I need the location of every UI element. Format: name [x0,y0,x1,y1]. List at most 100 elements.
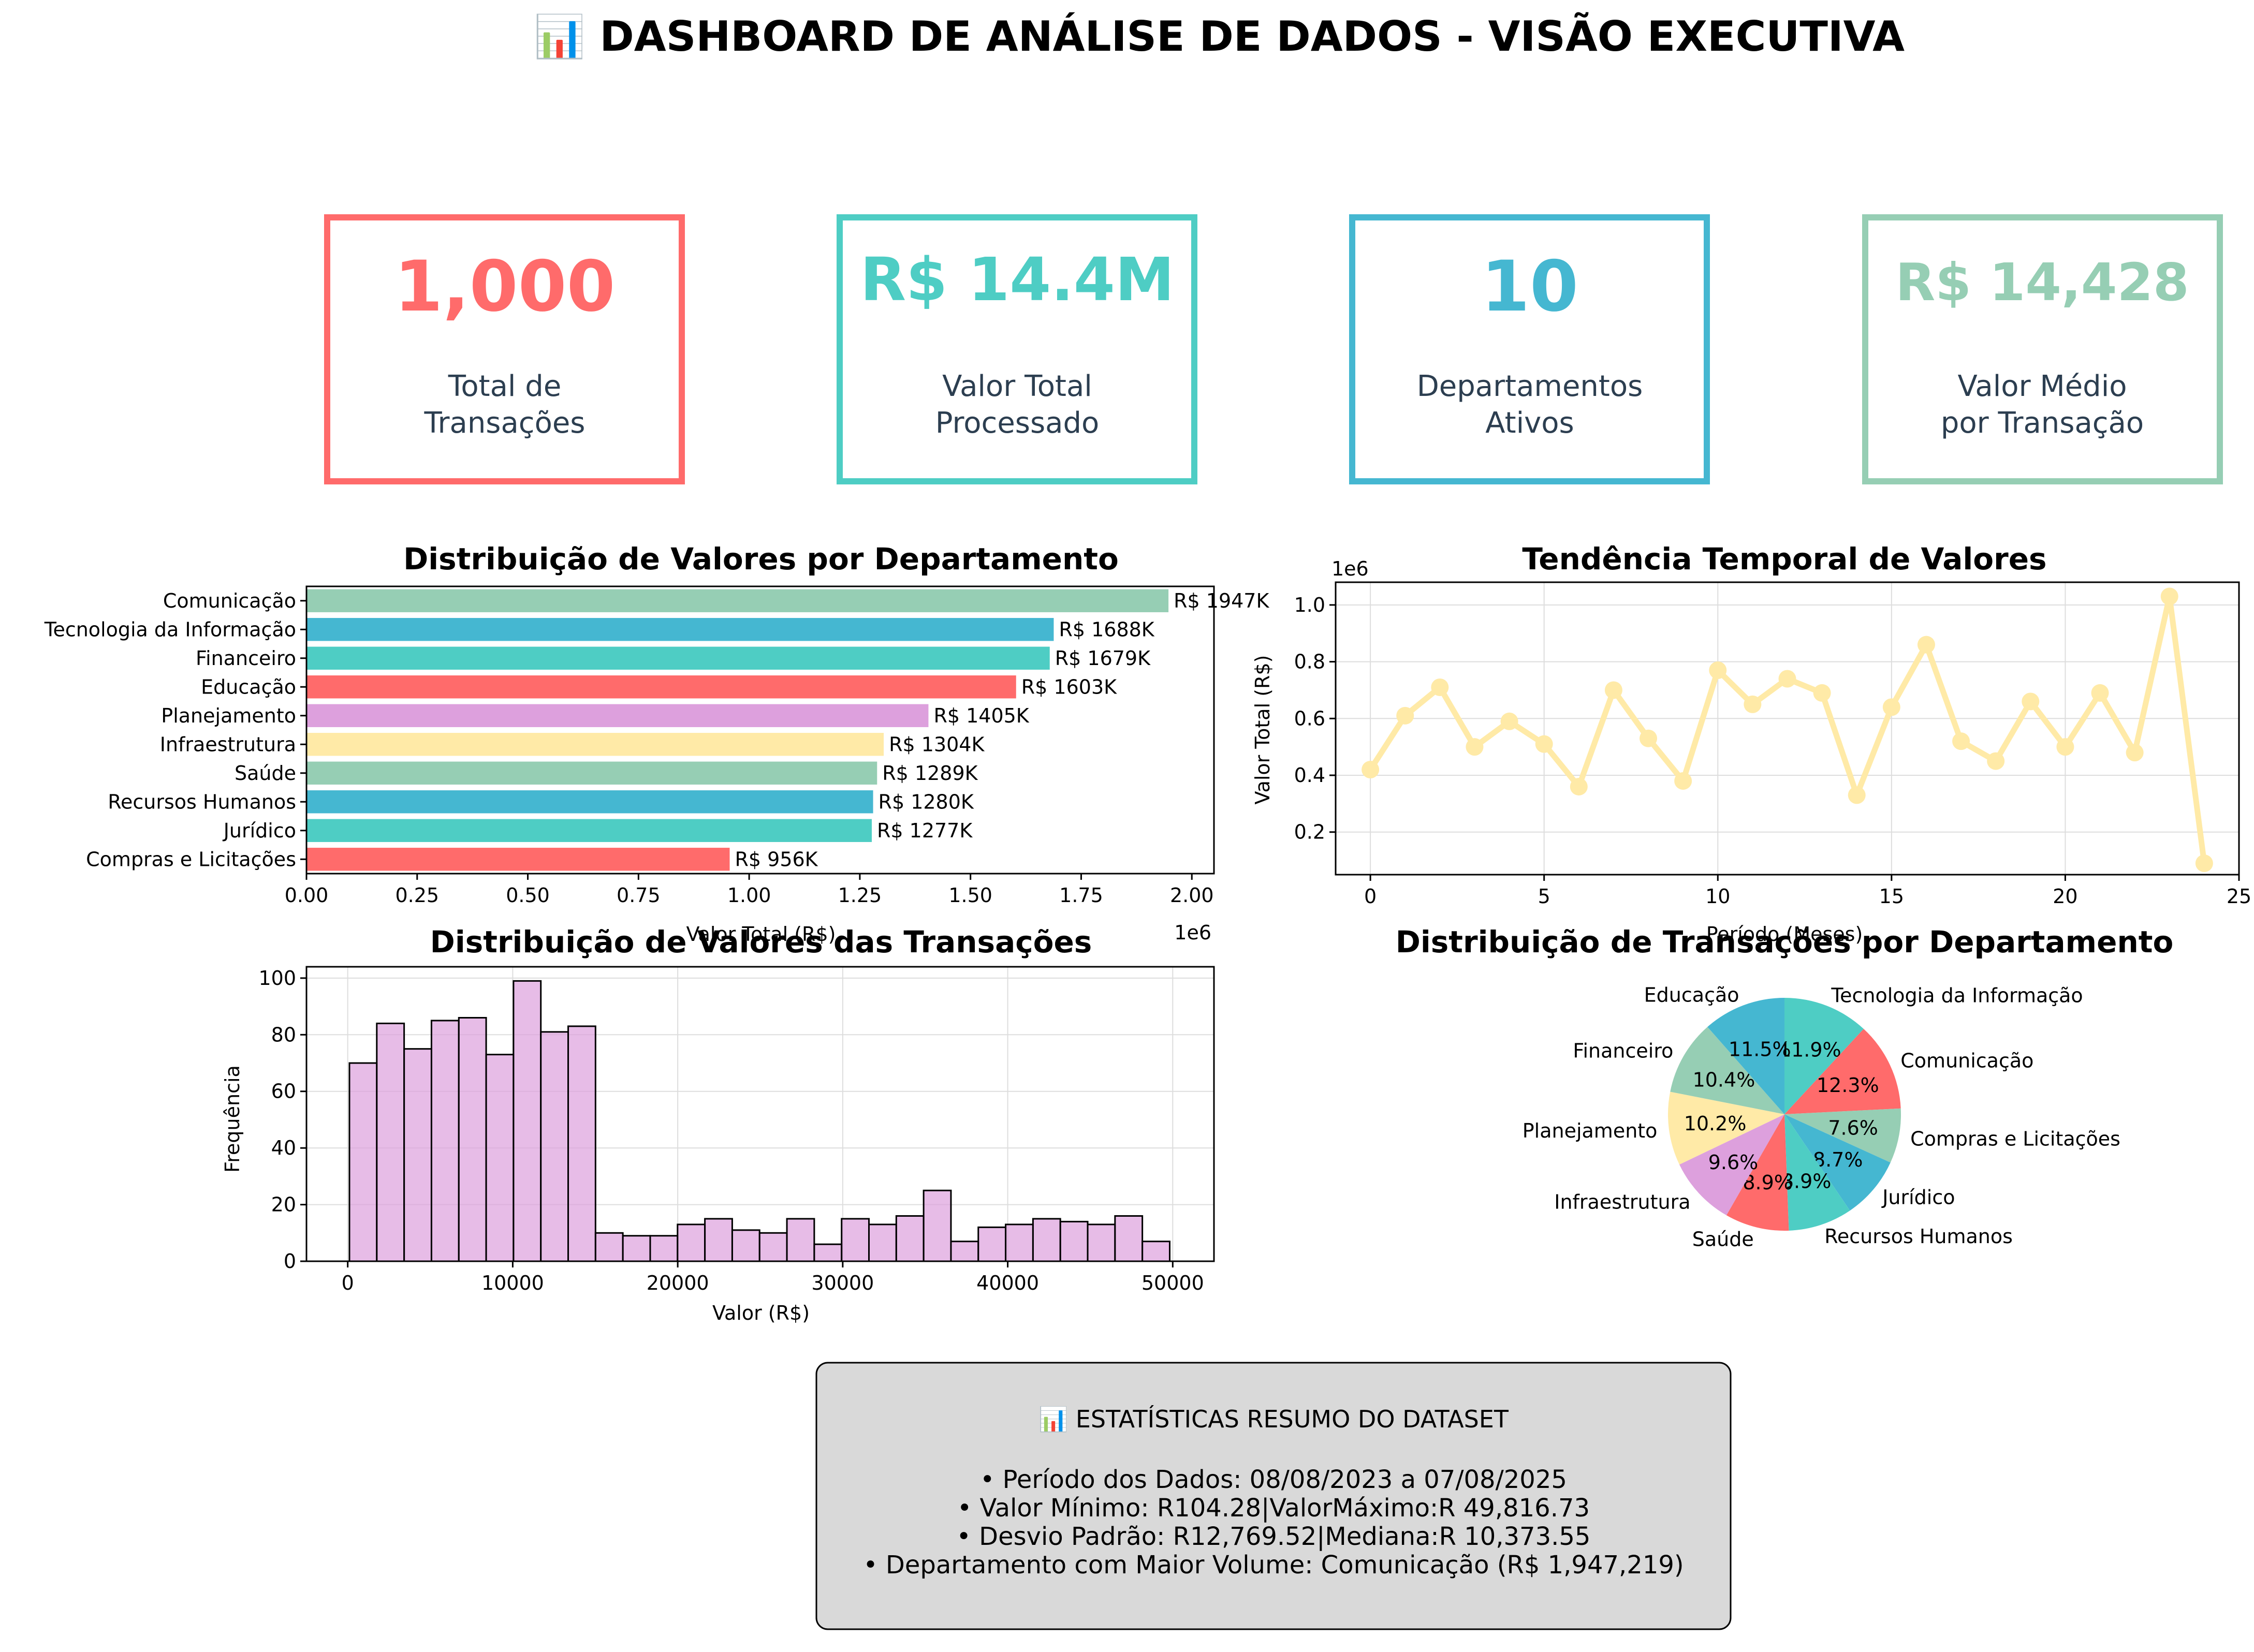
histogram-bin [540,1031,569,1262]
data-point [1778,670,1796,688]
x-tick-label: 15 [1879,885,1904,908]
histogram-bin [977,1226,1007,1262]
x-tick-label: 50000 [1141,1272,1204,1294]
y-tick-label: Planejamento [161,704,296,727]
bar [306,589,1169,612]
x-tick-label: 1.00 [727,884,771,907]
bar [306,733,884,756]
bar [306,819,872,842]
x-tick-label: 20 [2053,885,2077,908]
pie-category-label: Financeiro [1573,1040,1673,1063]
histogram-bin [376,1022,405,1262]
kpi-card-frame [1349,214,1710,484]
data-point [2056,738,2074,756]
x-tick-label: 0 [1364,885,1377,908]
kpi-card-transactions: 1,000 Total de Transações [324,214,685,484]
pie-percent-label: 11.9% [1779,1038,1841,1061]
pie-chart-title: Distribuição de Transações por Departame… [1396,924,2174,960]
data-point [2022,692,2040,711]
summary-line: • Desvio Padrão: R12,769.52|Mediana:R 10… [957,1522,1591,1551]
x-tick-label: 0.75 [617,884,661,907]
histogram-bin [403,1048,432,1262]
data-point [1396,706,1414,725]
histogram-bin [786,1218,815,1262]
pie-percent-label: 8.9% [1781,1170,1832,1192]
kpi-value: R$ 14.4M [860,245,1175,315]
pie-slice [1726,1114,1789,1231]
y-tick-label: 0.2 [1294,821,1325,844]
histogram-bin [731,1229,760,1262]
histogram-bin [513,980,542,1262]
histogram-bin [923,1189,952,1262]
bar-value-label: R$ 1289K [882,762,978,785]
kpi-value: 1,000 [394,246,615,327]
bar-chart-xlabel: Valor Total (R$) [686,923,836,946]
bar [306,646,1050,670]
histogram-bin [758,1232,788,1262]
x-tick-label: 0 [342,1272,354,1294]
pie-slice [1784,1114,1850,1231]
plot-frame [1335,581,2240,876]
data-point [2195,854,2213,873]
summary-box: 📊 ESTATÍSTICAS RESUMO DO DATASET • Perío… [815,1362,1732,1630]
data-point [2126,744,2144,762]
kpi-label-line1: Total de [448,370,562,403]
kpi-card-total-value: R$ 14.4M Valor Total Processado [837,214,1197,484]
data-point [1917,636,1935,654]
pie-category-label: Educação [1644,983,1739,1006]
histogram-bin [813,1243,843,1262]
x-tick-label: 25 [2227,885,2251,908]
summary-box-background [815,1362,1732,1630]
x-tick-label: 2.00 [1170,884,1214,907]
data-point [1709,661,1727,680]
y-tick-label: 0.8 [1294,651,1325,673]
kpi-value: R$ 14,428 [1895,252,2189,313]
data-point [1882,698,1900,716]
data-point [1535,735,1553,753]
pie-slice [1784,1029,1901,1114]
line-chart-title: Tendência Temporal de Valores [1522,541,2046,577]
pie-slice [1679,1114,1784,1216]
x-tick-label: 1.25 [838,884,882,907]
y-tick-label: 40 [271,1137,296,1159]
histogram-bin [458,1016,487,1262]
kpi-label-line1: Departamentos [1417,370,1643,403]
data-point [1431,678,1449,696]
histogram-bin [1087,1223,1116,1262]
x-tick-label: 20000 [647,1272,709,1294]
x-tick-label: 1.50 [948,884,992,907]
x-tick-label: 30000 [811,1272,874,1294]
histogram-bin [594,1232,624,1262]
histogram-bin [1032,1218,1061,1262]
data-point [1674,772,1692,790]
histogram-xlabel: Valor (R$) [712,1302,810,1324]
kpi-value: 10 [1481,246,1578,327]
histogram-bin [649,1235,679,1262]
x-tick-label: 0.50 [506,884,550,907]
line-chart-offset-label: 1e6 [1331,557,1369,580]
bar [306,790,873,814]
data-point [1604,681,1622,699]
kpi-label-line2: Ativos [1485,406,1574,440]
pie-percent-label: 9.6% [1708,1151,1759,1174]
pie-slice [1707,998,1784,1114]
pie-percent-label: 7.6% [1828,1116,1878,1139]
line-marks [1362,587,2213,873]
y-tick-label: Financeiro [196,647,296,670]
line-axes: 0 5 10 15 20 25 0.2 0.4 0.6 0.8 1.0 [1294,581,2251,908]
pie-percent-label: 12.3% [1817,1074,1879,1097]
kpi-card-departments: 10 Departamentos Ativos [1349,214,1710,484]
histogram-bin [567,1025,596,1262]
bar-marks: R$ 1947K R$ 1688K R$ 1679K R$ 1603K R$ 1405K… [306,589,1269,871]
pie-category-label: Planejamento [1523,1119,1658,1142]
kpi-label-line2: Transações [424,406,586,440]
kpi-card-frame [1862,214,2223,484]
kpi-card-frame [324,214,685,484]
department-pie-chart: Distribuição de Transações por Departame… [1396,924,2174,1250]
summary-header: 📊 ESTATÍSTICAS RESUMO DO DATASET [1038,1405,1509,1433]
pie-percent-label: 10.2% [1684,1112,1747,1135]
kpi-label-line2: Processado [935,406,1100,440]
line-chart-ylabel: Valor Total (R$) [1251,655,1274,805]
y-tick-label: 1.0 [1294,594,1325,616]
histogram-bin [868,1223,897,1262]
